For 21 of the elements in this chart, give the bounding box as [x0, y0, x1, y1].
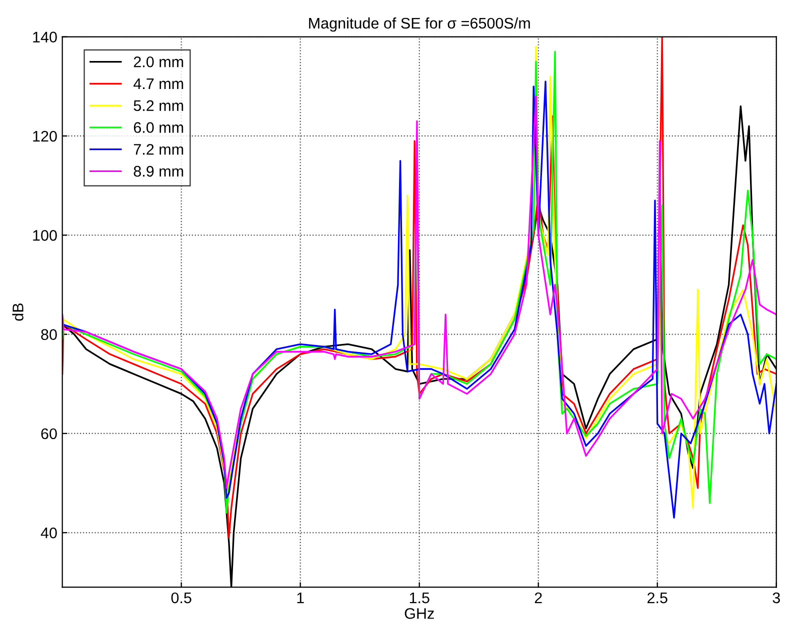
legend-label: 8.9 mm	[134, 166, 184, 177]
x-tick-label: 1.5	[410, 592, 430, 604]
y-tick-label: 100	[33, 230, 57, 241]
legend-label: 6.0 mm	[134, 122, 184, 133]
chart-title: Magnitude of SE for σ =6500S/m	[309, 17, 530, 32]
x-tick-label: 3	[772, 592, 780, 604]
x-tick-label: 0.5	[171, 592, 192, 604]
x-axis-title: GHz	[404, 608, 434, 619]
y-tick-label: 60	[41, 428, 57, 440]
legend-label: 2.0 mm	[134, 56, 184, 68]
x-tick-label: 2.5	[648, 592, 668, 604]
y-tick-label: 120	[33, 130, 57, 142]
legend-label: 7.2 mm	[134, 144, 184, 155]
legend-label: 5.2 mm	[134, 100, 184, 112]
x-tick-label: 2	[534, 592, 542, 604]
y-tick-label: 80	[41, 329, 57, 340]
y-axis-title: dB	[12, 303, 24, 321]
y-tick-label: 40	[40, 528, 57, 538]
y-tick-label: 140	[33, 32, 57, 42]
legend-label: 4.7 mm	[133, 78, 184, 90]
x-tick-label: 1	[297, 592, 304, 604]
